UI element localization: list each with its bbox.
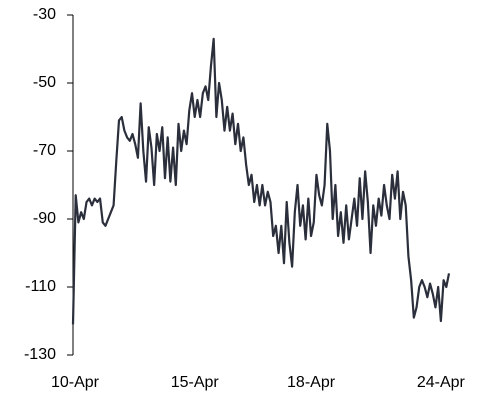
x-tick-label: 24-Apr [417, 374, 466, 391]
y-tick-label: -30 [33, 6, 56, 23]
x-tick-label: 18-Apr [287, 374, 336, 391]
y-tick-label: -110 [25, 278, 56, 295]
y-tick-label: -90 [33, 210, 56, 227]
line-series [71, 37, 451, 325]
y-tick-label: -130 [24, 346, 56, 363]
y-tick-label: -50 [33, 74, 56, 91]
x-tick-label: 10-Apr [51, 374, 100, 391]
x-tick-label: 15-Apr [171, 374, 220, 391]
y-tick-label: -70 [33, 142, 56, 159]
